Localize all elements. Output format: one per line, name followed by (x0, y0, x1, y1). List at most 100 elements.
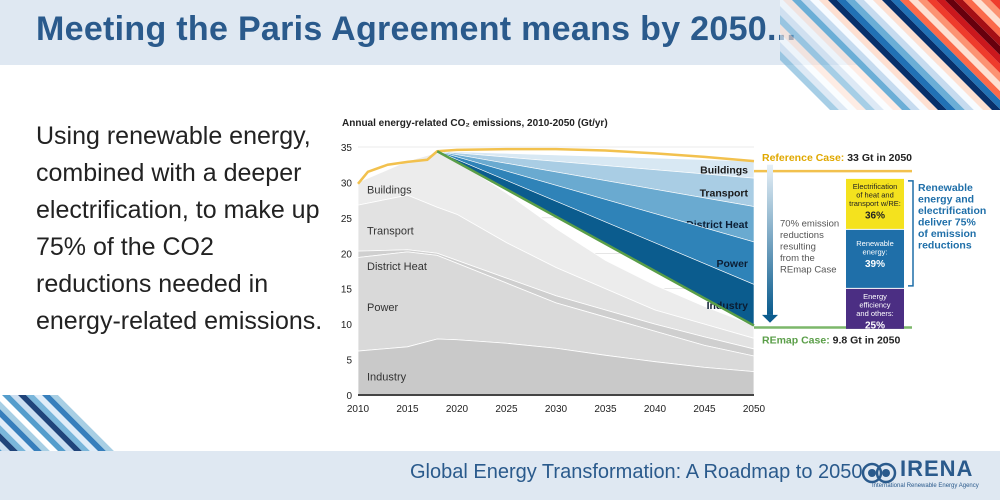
reduction-band-label: Transport (700, 187, 749, 199)
y-tick-label: 5 (346, 356, 352, 367)
reduction-annotation-line: REmap Case (780, 264, 837, 275)
breakdown-note-line: of emission (918, 228, 976, 240)
decorative-stripe (990, 0, 1000, 10)
decorative-stripe (945, 0, 1000, 55)
decorative-stripe (972, 0, 1000, 28)
remap-case-line (436, 150, 755, 327)
decorative-stripe (918, 0, 1000, 82)
breakdown-segment (846, 178, 904, 229)
y-tick-label: 10 (341, 320, 353, 331)
reduction-band-label: Power (716, 258, 748, 270)
decorative-stripe (828, 0, 947, 110)
decorative-stripe (936, 0, 1000, 64)
breakdown-segment (846, 229, 904, 288)
y-tick-label: 20 (341, 249, 353, 260)
remap-case-value: 9.8 Gt in 2050 (833, 335, 901, 347)
reduction-annotation-line: from the (780, 253, 815, 264)
x-tick-label: 2025 (495, 404, 518, 415)
decorative-stripe (909, 0, 1000, 91)
reference-case-label: Reference Case: 33 Gt in 2050 (762, 152, 912, 164)
x-tick-label: 2045 (693, 404, 716, 415)
body-text: Using renewable energy, combined with a … (36, 118, 336, 340)
reduction-arrow-shaft (767, 164, 773, 315)
reduction-annotation-line: reductions (780, 230, 824, 241)
decorative-stripe (810, 0, 929, 110)
decorative-stripe (864, 0, 983, 110)
body-line: reductions needed in (36, 270, 269, 298)
y-tick-label: 35 (341, 143, 353, 154)
breakdown-note-line: deliver 75% (918, 216, 976, 228)
sector-label: Power (367, 302, 399, 314)
logo-name: IRENA (900, 456, 974, 481)
decorative-stripe (963, 0, 1000, 37)
y-tick-label: 30 (341, 178, 353, 189)
decorative-stripe (927, 0, 1000, 73)
x-tick-label: 2050 (743, 404, 766, 415)
y-tick-label: 25 (341, 214, 353, 225)
breakdown-value: 36% (865, 210, 885, 221)
decorative-stripes-top-right (780, 0, 1000, 110)
decorative-stripe (792, 0, 911, 110)
y-tick-label: 15 (341, 285, 353, 296)
sector-label: Buildings (367, 185, 412, 197)
breakdown-label: of heat and (856, 190, 894, 199)
breakdown-label: energy: (862, 247, 887, 256)
decorative-stripe (891, 0, 1000, 109)
breakdown-note-line: electrification (918, 205, 986, 217)
breakdown-bracket (908, 180, 914, 287)
emissions-chart: Annual energy-related CO₂ emissions, 201… (338, 112, 998, 427)
reduction-band-label: Buildings (700, 165, 748, 177)
reduction-annotation-line: 70% emission (780, 218, 839, 229)
page-title: Meeting the Paris Agreement means by 205… (36, 10, 797, 48)
reduction-annotation: 70% emission reductions resulting from the R… (780, 218, 839, 275)
x-tick-label: 2020 (446, 404, 469, 415)
decorative-stripe (837, 0, 956, 110)
breakdown-label: transport w/RE: (849, 199, 901, 208)
y-tick-label: 0 (346, 391, 352, 402)
breakdown-value: 39% (865, 259, 885, 270)
decorative-stripe (981, 0, 1000, 19)
x-tick-label: 2015 (396, 404, 419, 415)
x-tick-label: 2030 (545, 404, 568, 415)
footer-text: Global Energy Transformation: A Roadmap … (410, 461, 863, 483)
x-tick-label: 2035 (594, 404, 617, 415)
sector-label: Transport (367, 226, 414, 238)
decorative-stripe (819, 0, 938, 110)
breakdown-label: efficiency (859, 300, 890, 309)
body-line: 75% of the CO2 (36, 233, 214, 261)
decorative-stripe (780, 0, 893, 110)
breakdown-note-line: energy and (918, 193, 974, 205)
reference-case-line (357, 147, 755, 185)
reduction-arrow-head (762, 314, 778, 323)
decorative-stripe (954, 0, 1000, 46)
footer-bar (0, 451, 1000, 500)
remap-case-name: REmap Case: (762, 335, 833, 347)
breakdown-label: Electrification (853, 182, 898, 191)
breakdown-label: Renewable (856, 239, 894, 248)
x-tick-label: 2010 (347, 404, 370, 415)
reference-case-value: 33 Gt in 2050 (847, 152, 912, 164)
reduction-annotation-line: resulting (780, 241, 816, 252)
body-line: energy-related emissions. (36, 307, 323, 335)
decorative-stripe (900, 0, 1000, 100)
decorative-stripe (882, 0, 1000, 110)
decorative-stripe (846, 0, 965, 110)
body-line: combined with a deeper (36, 159, 302, 187)
logo-subtitle: International Renewable Energy Agency (872, 483, 979, 489)
decorative-stripe (783, 0, 902, 110)
x-tick-label: 2040 (644, 404, 667, 415)
reference-case-name: Reference Case: (762, 152, 847, 164)
sector-label: District Heat (367, 261, 427, 273)
breakdown-segment (846, 288, 904, 329)
breakdown-label: and others: (856, 309, 894, 318)
breakdown-note-line: Renewable (918, 182, 973, 194)
body-line: electrification, to make up (36, 196, 320, 224)
breakdown-note-line: reductions (918, 239, 972, 251)
decorative-stripe (801, 0, 920, 110)
chart-title: Annual energy-related CO₂ emissions, 201… (342, 118, 608, 129)
irena-logo: IRENA International Renewable Energy Age… (860, 456, 990, 494)
reduction-band-label: Industry (707, 300, 749, 312)
breakdown-value: 25% (865, 320, 885, 331)
chart-plot-group: Annual energy-related CO₂ emissions, 201… (341, 118, 986, 415)
decorative-stripe (873, 0, 992, 110)
